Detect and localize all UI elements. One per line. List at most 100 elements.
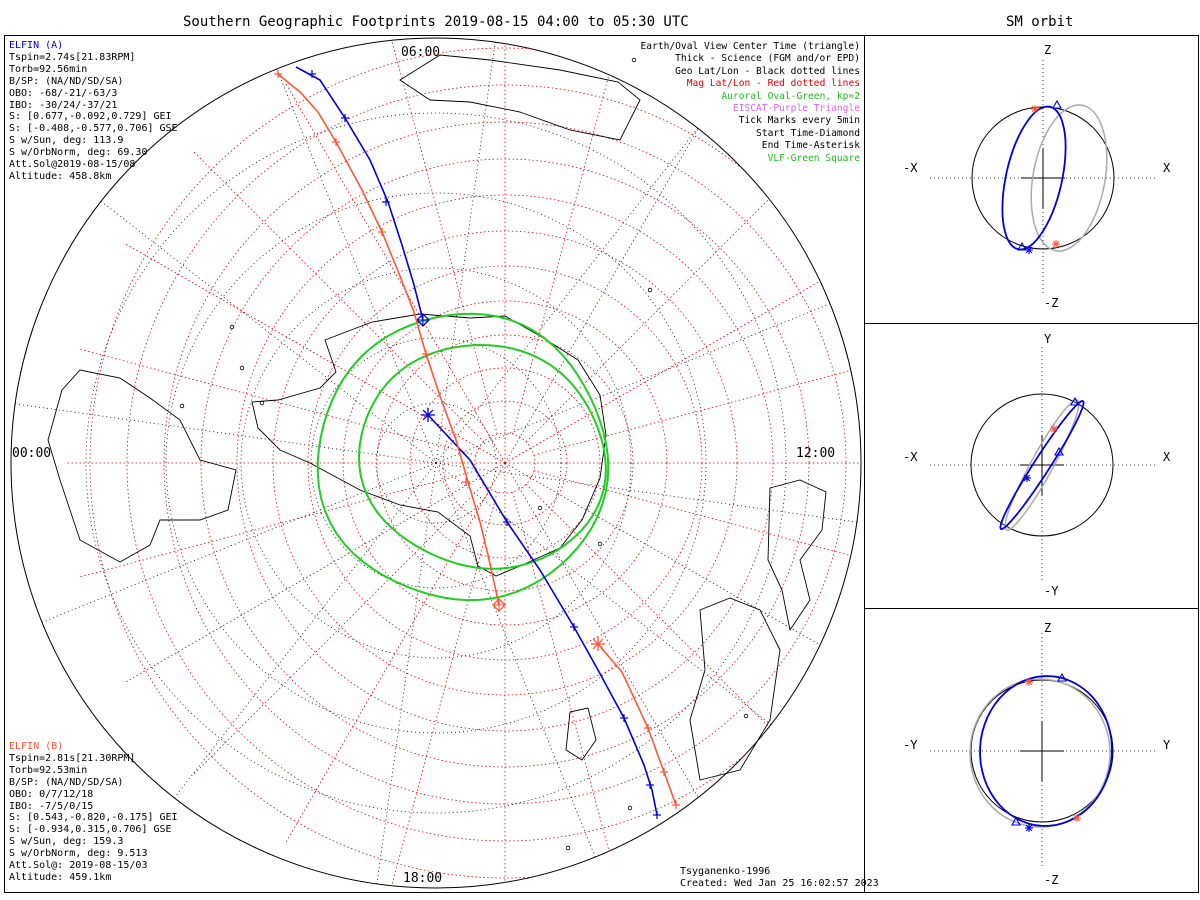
p1-left: -X bbox=[903, 161, 918, 175]
elfin-b-line: S: [-0.934,0.315,0.706] GSE bbox=[9, 824, 172, 836]
island bbox=[627, 805, 633, 811]
elfin-b-line: IBO: -7/5/0/15 bbox=[9, 800, 94, 812]
elfin-b-orbit bbox=[969, 678, 1111, 828]
p3-bottom: -Z bbox=[1044, 873, 1059, 887]
geo-meridian bbox=[174, 462, 437, 799]
coastline bbox=[399, 54, 641, 141]
map-footer: Tsyganenko-1996 Created: Wed Jan 25 16:0… bbox=[680, 866, 879, 890]
elfin-a-line: Tspin=2.74s[21.83RPM] bbox=[9, 51, 136, 63]
mag-latitude-circle bbox=[409, 367, 601, 559]
end-asterisk bbox=[1073, 814, 1081, 822]
geo-meridian bbox=[435, 462, 772, 725]
mag-meridian bbox=[284, 462, 506, 845]
geo-meridian bbox=[435, 462, 857, 523]
elfin-a-line: Att.Sol@2019-08-15/08 bbox=[9, 159, 136, 171]
map-legend: Earth/Oval View Center Time (triangle) T… bbox=[641, 41, 861, 165]
elfin-a-end-asterisk bbox=[422, 409, 434, 421]
mag-meridian bbox=[504, 462, 861, 684]
island bbox=[647, 287, 653, 293]
elfin-b-line: Torb=92.53min bbox=[9, 764, 88, 776]
elfin-b-line: Att.Sol@: 2019-08-15/03 bbox=[9, 860, 148, 872]
elfin-b-end-asterisk bbox=[592, 638, 604, 650]
view-center-triangle bbox=[1017, 241, 1027, 251]
elfin-a-line: OBO: -68/-21/-63/3 bbox=[9, 87, 118, 99]
mag-grid bbox=[65, 38, 861, 888]
elfin-a-track bbox=[427, 414, 658, 816]
view-center-triangle bbox=[1057, 672, 1067, 682]
mag-meridian bbox=[525, 151, 817, 443]
end-asterisk bbox=[1050, 425, 1058, 433]
mag-meridian bbox=[123, 462, 506, 684]
view-center-triangle bbox=[1052, 99, 1062, 109]
elfin-a-orbit bbox=[1001, 105, 1067, 251]
end-asterisk bbox=[1052, 240, 1060, 248]
auroral-ovals bbox=[316, 312, 610, 602]
p1-right: X bbox=[1163, 161, 1171, 175]
legend-item: Mag Lat/Lon - Red dotted lines bbox=[686, 78, 860, 90]
elfin-b-line: B/SP: (NA/ND/SD/SA) bbox=[9, 776, 124, 788]
geo-meridian bbox=[435, 42, 496, 464]
mag-latitude-circle bbox=[474, 432, 536, 494]
p1-bottom: -Z bbox=[1044, 296, 1059, 310]
elfin-b-line: S w/OrbNorm, deg: 9.513 bbox=[9, 848, 148, 860]
elfin-b-line: OBO: 0/7/12/18 bbox=[9, 788, 94, 800]
legend-item: Start Time-Diamond bbox=[756, 127, 860, 139]
island bbox=[565, 845, 571, 851]
geo-meridian bbox=[435, 462, 596, 858]
geo-meridian bbox=[100, 201, 437, 464]
elfin-b-name: ELFIN (B) bbox=[9, 741, 64, 752]
p2-bottom: -Y bbox=[1044, 584, 1059, 598]
elfin-a-line: S: [0.677,-0.092,0.729] GEI bbox=[9, 111, 172, 123]
auroral-oval-outer bbox=[316, 312, 610, 602]
mag-latitude-circle bbox=[126, 84, 861, 842]
hour-label-right: 12:00 bbox=[796, 446, 836, 461]
end-asterisk bbox=[1031, 105, 1039, 113]
legend-item: Geo Lat/Lon - Black dotted lines bbox=[675, 65, 860, 77]
elfin-b-line: Tspin=2.81s[21.30RPM] bbox=[9, 752, 136, 764]
orbit-title: SM orbit bbox=[1006, 14, 1074, 30]
island bbox=[597, 541, 603, 547]
earth-circle bbox=[970, 679, 1114, 823]
elfin-a-track bbox=[295, 66, 424, 321]
mag-meridian bbox=[79, 348, 477, 456]
legend-item: Tick Marks every 5min bbox=[738, 115, 860, 127]
legend-item: Auroral Oval-Green, kp=2 bbox=[721, 90, 860, 102]
legend-item: Earth/Oval View Center Time (triangle) bbox=[640, 41, 861, 52]
island bbox=[743, 713, 749, 719]
created-label: Created: Wed Jan 25 16:02:57 2023 bbox=[680, 877, 879, 889]
orbit-frame bbox=[864, 35, 1199, 893]
earth-circle bbox=[970, 393, 1114, 537]
mag-meridian bbox=[123, 242, 506, 464]
island bbox=[239, 365, 245, 371]
elfin-b-line: S: [0.543,-0.820,-0.175] GEI bbox=[9, 812, 178, 824]
mag-meridian bbox=[79, 470, 477, 578]
end-asterisk bbox=[1023, 474, 1031, 482]
legend-item: VLF-Green Square bbox=[767, 152, 860, 164]
elfin-b-track bbox=[597, 643, 677, 806]
island bbox=[229, 324, 235, 330]
mag-meridian bbox=[504, 242, 861, 464]
elfin-a-line: Torb=92.56min bbox=[9, 63, 88, 75]
geo-meridian bbox=[276, 68, 437, 464]
hour-label-bottom: 18:00 bbox=[403, 871, 443, 886]
legend-item: EISCAT-Purple Triangle bbox=[732, 103, 860, 115]
coastline bbox=[47, 369, 237, 563]
coastline bbox=[565, 707, 597, 761]
geo-meridian bbox=[15, 403, 437, 464]
mag-meridian bbox=[504, 462, 726, 845]
mag-meridian bbox=[193, 151, 485, 443]
auroral-oval-inner bbox=[357, 343, 607, 570]
mag-meridian bbox=[284, 81, 506, 464]
elfin-a-line: B/SP: (NA/ND/SD/SA) bbox=[9, 75, 124, 87]
geo-meridian bbox=[435, 303, 831, 464]
island bbox=[259, 400, 265, 406]
legend-item: Thick - Science (FGM and/or EPD) bbox=[675, 53, 860, 65]
hour-label-left: 00:00 bbox=[12, 446, 52, 461]
mag-meridian bbox=[512, 491, 620, 888]
model-label: Tsyganenko-1996 bbox=[680, 866, 771, 877]
mag-meridian bbox=[525, 483, 817, 775]
mag-meridian bbox=[504, 81, 726, 464]
elfin-a-line: Altitude: 458.8km bbox=[9, 170, 112, 182]
elfin-b-track bbox=[277, 73, 500, 606]
